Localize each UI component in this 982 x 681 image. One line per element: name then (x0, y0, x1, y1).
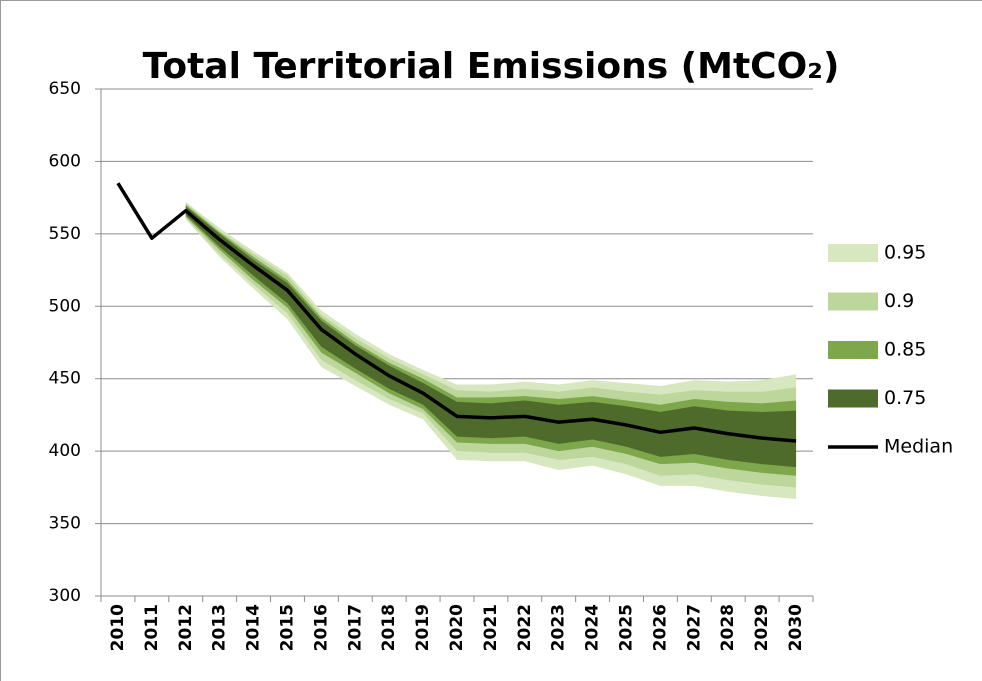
x-tick-label: 2019 (413, 604, 433, 651)
fan-band (185, 204, 797, 476)
x-tick-label: 2010 (108, 604, 128, 651)
y-tick-label: 350 (49, 514, 81, 534)
x-tick-label: 2018 (379, 604, 399, 651)
x-tick-label: 2020 (447, 604, 467, 651)
legend-label: 0.9 (884, 290, 914, 312)
y-tick-label: 300 (49, 586, 81, 606)
x-tick-label: 2026 (650, 604, 670, 651)
legend-swatch (828, 244, 878, 262)
y-tick-label: 400 (49, 441, 81, 461)
x-tick-label: 2017 (345, 604, 365, 651)
x-tick-label: 2023 (549, 604, 569, 651)
chart-title: Total Territorial Emissions (MtCO₂) (143, 46, 840, 87)
x-tick-label: 2021 (481, 604, 501, 651)
legend-swatch (828, 292, 878, 311)
x-tick-label: 2029 (752, 604, 772, 651)
y-tick-label: 450 (49, 369, 81, 389)
y-tick-label: 650 (49, 79, 81, 99)
legend-swatch (828, 389, 878, 408)
x-tick-label: 2013 (210, 604, 230, 651)
legend-label: Median (884, 436, 953, 458)
legend-swatch (828, 341, 878, 359)
x-tick-label: 2016 (311, 604, 331, 651)
x-tick-label: 2014 (244, 604, 264, 651)
legend-label: 0.85 (884, 339, 926, 361)
median-line (116, 182, 797, 443)
x-tick-label: 2030 (786, 604, 806, 651)
x-tick-label: 2027 (684, 604, 704, 651)
x-tick-label: 2022 (515, 604, 535, 651)
x-tick-label: 2012 (176, 604, 196, 651)
x-tick-label: 2028 (718, 604, 738, 651)
legend-label: 0.75 (884, 387, 926, 409)
legend-label: 0.95 (884, 242, 926, 264)
x-tick-label: 2025 (617, 604, 637, 651)
x-tick-label: 2011 (142, 604, 162, 651)
x-tick-label: 2024 (583, 604, 603, 651)
y-tick-label: 500 (49, 296, 81, 316)
fan-band (185, 206, 797, 468)
y-tick-label: 600 (49, 151, 81, 171)
y-tick-label: 550 (49, 224, 81, 244)
x-tick-label: 2015 (277, 604, 297, 651)
